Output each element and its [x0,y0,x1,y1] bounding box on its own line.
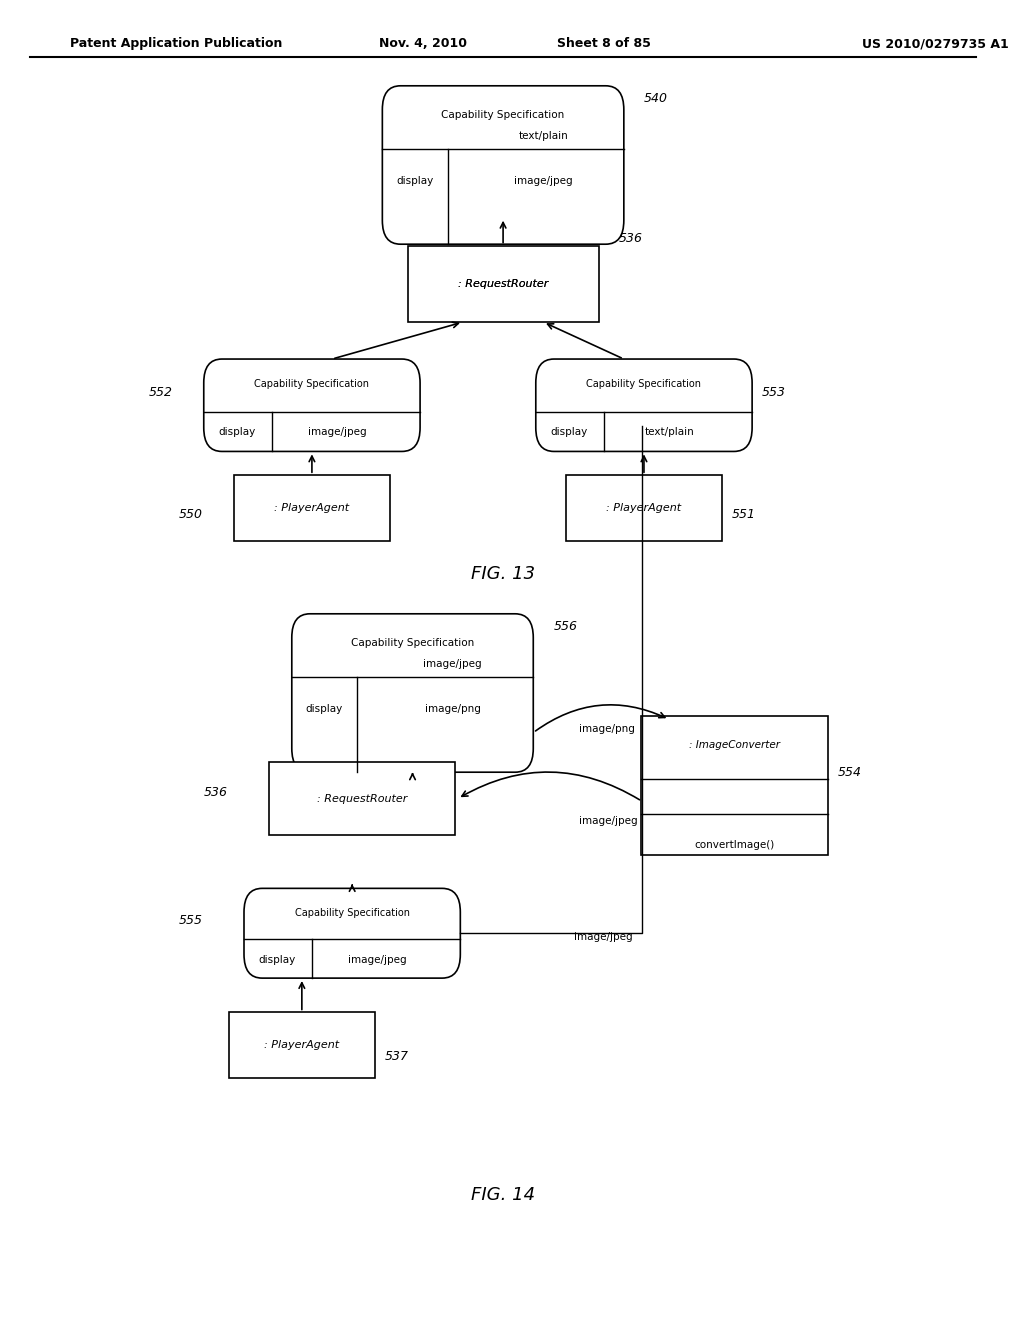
FancyBboxPatch shape [244,888,461,978]
Text: display: display [396,176,433,186]
Text: image/jpeg: image/jpeg [308,426,367,437]
Text: 540: 540 [644,92,668,106]
FancyBboxPatch shape [229,1012,375,1078]
Text: Patent Application Publication: Patent Application Publication [71,37,283,50]
FancyBboxPatch shape [204,359,420,451]
Text: display: display [550,426,588,437]
FancyBboxPatch shape [292,614,534,772]
Text: : RequestRouter: : RequestRouter [458,279,548,289]
Text: text/plain: text/plain [518,131,568,141]
Text: Capability Specification: Capability Specification [351,638,474,648]
Text: 556: 556 [553,620,578,634]
Text: display: display [218,426,256,437]
Text: : PlayerAgent: : PlayerAgent [264,1040,339,1051]
Text: US 2010/0279735 A1: US 2010/0279735 A1 [862,37,1009,50]
Text: 554: 554 [838,766,861,779]
Text: display: display [305,704,343,714]
Text: FIG. 14: FIG. 14 [471,1185,536,1204]
Text: Capability Specification: Capability Specification [254,379,370,389]
Text: image/png: image/png [579,723,635,734]
Text: image/jpeg: image/jpeg [424,659,482,669]
Text: FIG. 13: FIG. 13 [471,565,536,583]
Text: 555: 555 [178,913,203,927]
Text: : RequestRouter: : RequestRouter [458,279,548,289]
Text: 550: 550 [178,508,203,521]
Text: Capability Specification: Capability Specification [295,908,410,919]
Text: 536: 536 [618,232,643,246]
Text: 552: 552 [148,385,172,399]
Text: Nov. 4, 2010: Nov. 4, 2010 [379,37,467,50]
Text: 537: 537 [385,1049,409,1063]
Text: : RequestRouter: : RequestRouter [317,793,408,804]
Text: 553: 553 [762,385,786,399]
FancyBboxPatch shape [382,86,624,244]
Text: 536: 536 [204,785,227,799]
Text: image/jpeg: image/jpeg [579,816,637,826]
Text: image/jpeg: image/jpeg [514,176,572,186]
FancyBboxPatch shape [233,475,390,541]
Text: image/png: image/png [425,704,480,714]
Text: : ImageConverter: : ImageConverter [689,739,780,750]
Text: Sheet 8 of 85: Sheet 8 of 85 [557,37,650,50]
Text: text/plain: text/plain [644,426,694,437]
Text: display: display [259,954,296,965]
FancyBboxPatch shape [641,715,827,855]
FancyBboxPatch shape [408,246,599,322]
Text: 551: 551 [732,508,756,521]
FancyBboxPatch shape [269,763,456,836]
Text: : PlayerAgent: : PlayerAgent [606,503,682,513]
Text: Capability Specification: Capability Specification [587,379,701,389]
Text: Capability Specification: Capability Specification [441,110,564,120]
Text: : PlayerAgent: : PlayerAgent [274,503,349,513]
Text: convertImage(): convertImage() [694,840,774,850]
FancyBboxPatch shape [536,359,752,451]
Text: image/jpeg: image/jpeg [348,954,407,965]
Text: image/jpeg: image/jpeg [573,932,632,942]
FancyBboxPatch shape [566,475,722,541]
